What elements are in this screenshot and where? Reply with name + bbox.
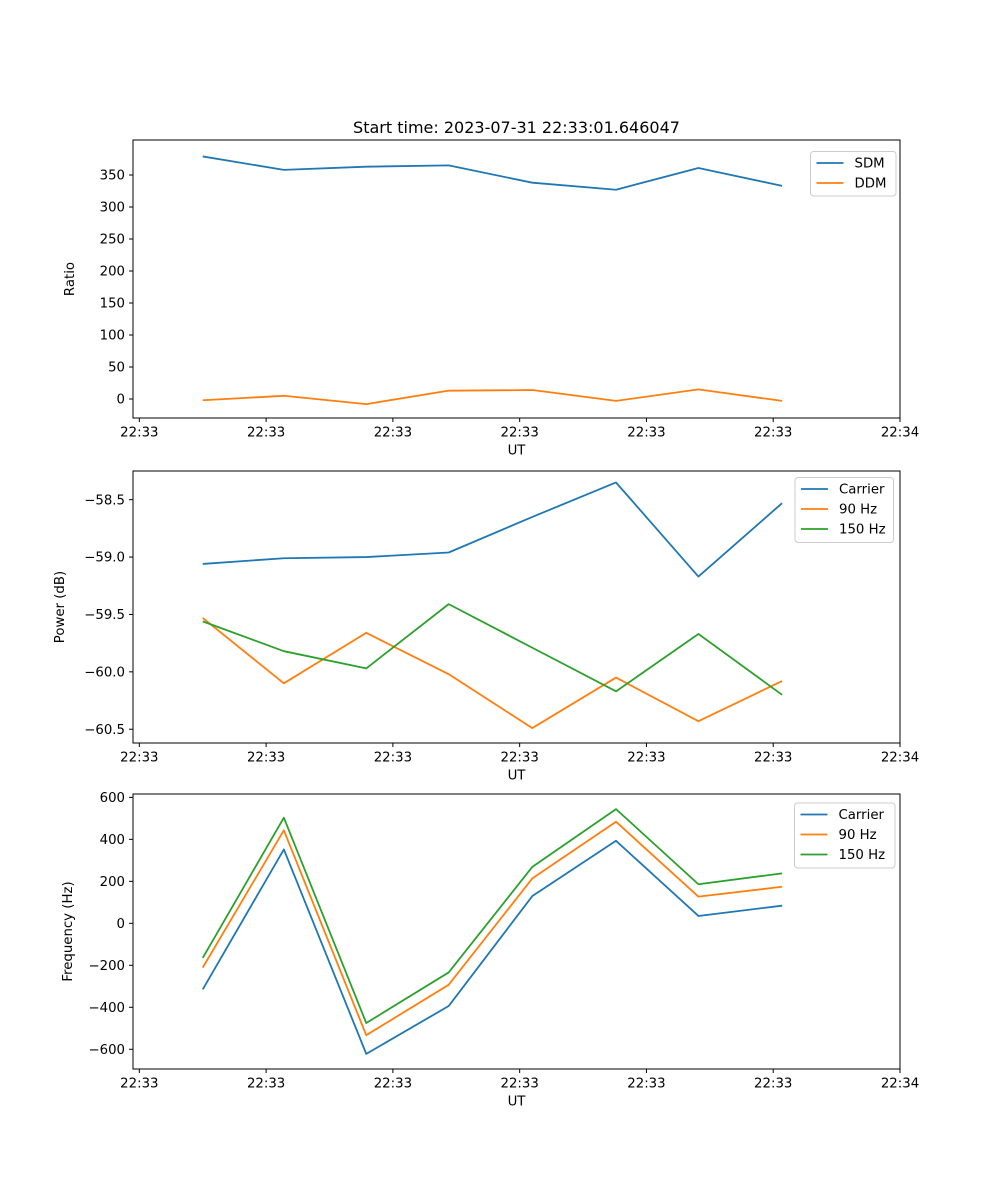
y-axis-tick-label: −58.5 <box>84 493 125 508</box>
x-axis-tick-label: 22:33 <box>374 426 412 441</box>
series-line-ddm <box>202 388 783 406</box>
y-axis-label: Ratio <box>63 262 78 296</box>
axes-border <box>132 793 901 1070</box>
legend-label-ddm: DDM <box>855 177 887 192</box>
x-axis-tick-label: 22:34 <box>881 751 919 766</box>
y-axis-tick-label: 50 <box>108 361 125 376</box>
y-axis-tick-label: 600 <box>100 791 125 806</box>
x-axis-tick-label: 22:33 <box>501 426 539 441</box>
series-line-carrier <box>201 839 783 1055</box>
power-chart: 22:33 22:33 22:33 22:33 22:33 22:33 22:34 −58.5… <box>53 470 919 784</box>
x-axis-tick-label: 22:33 <box>501 1077 539 1092</box>
y-axis-tick-label: −400 <box>88 1001 125 1016</box>
legend-label-carrier: Carrier <box>839 483 885 498</box>
series-line-90-hz <box>202 617 783 729</box>
chart-title: Start time: 2023-07-31 22:33:01.646047 <box>353 118 680 137</box>
x-axis-tick-label: 22:33 <box>247 426 285 441</box>
legend-label-sdm: SDM <box>855 157 885 172</box>
x-axis-tick-label: 22:33 <box>501 751 539 766</box>
y-axis-tick-label: 0 <box>117 917 125 932</box>
x-axis-tick-label: 22:33 <box>627 426 665 441</box>
legend-label-carrier: Carrier <box>839 808 885 823</box>
legend-label-90-hz: 90 Hz <box>839 828 877 843</box>
x-axis-tick-label: 22:33 <box>120 1077 158 1092</box>
frequency-chart: 22:33 22:33 22:33 22:33 22:33 22:33 22:34 600 40… <box>61 791 919 1110</box>
legend-box <box>794 477 894 543</box>
y-axis-tick-label: −600 <box>88 1043 125 1058</box>
legend-label-150-hz: 150 Hz <box>839 523 886 538</box>
y-axis-tick-label: 250 <box>100 233 125 248</box>
y-axis-label: Power (dB) <box>53 571 68 643</box>
axes-border <box>132 470 901 744</box>
x-axis-tick-label: 22:33 <box>754 1077 792 1092</box>
x-axis-tick-label: 22:33 <box>627 751 665 766</box>
x-axis-tick-label: 22:34 <box>881 426 919 441</box>
x-axis-tick-label: 22:33 <box>754 426 792 441</box>
x-axis-tick-label: 22:33 <box>120 426 158 441</box>
y-axis-tick-label: 400 <box>100 833 125 848</box>
legend: Carrier 90 Hz 150 Hz <box>794 802 896 869</box>
legend-label-90-hz: 90 Hz <box>839 503 877 518</box>
x-axis-tick-label: 22:34 <box>881 1077 919 1092</box>
series-line-150-hz <box>202 603 783 696</box>
series-line-90-hz <box>201 820 783 1037</box>
x-axis-tick-label: 22:33 <box>374 1077 412 1092</box>
y-axis-tick-label: 300 <box>100 201 125 216</box>
legend: SDM DDM <box>810 151 897 197</box>
y-axis-tick-label: 0 <box>117 393 125 408</box>
series-line-150-hz <box>201 808 783 1024</box>
y-axis-tick-label: −60.5 <box>84 723 125 738</box>
legend: Carrier 90 Hz 150 Hz <box>794 477 894 543</box>
y-axis-tick-label: 200 <box>100 875 125 890</box>
x-axis-tick-label: 22:33 <box>247 1077 285 1092</box>
y-axis-tick-label: −60.0 <box>84 665 125 680</box>
y-axis-tick-label: 350 <box>100 169 125 184</box>
x-axis-tick-label: 22:33 <box>247 751 285 766</box>
series-line-carrier <box>202 481 783 578</box>
y-axis-tick-label: −200 <box>88 959 125 974</box>
axes-border <box>132 139 901 419</box>
x-axis-tick-label: 22:33 <box>374 751 412 766</box>
y-axis-label: Frequency (Hz) <box>61 881 76 981</box>
x-axis-tick-label: 22:33 <box>627 1077 665 1092</box>
series-line-sdm <box>202 155 783 191</box>
y-axis-tick-label: 100 <box>100 329 125 344</box>
y-axis-tick-label: 150 <box>100 297 125 312</box>
x-axis-label: UT <box>508 1095 527 1110</box>
x-axis-label: UT <box>508 444 527 459</box>
legend-box <box>794 802 896 869</box>
x-axis-label: UT <box>508 769 527 784</box>
y-axis-tick-label: −59.0 <box>84 551 125 566</box>
x-axis-tick-label: 22:33 <box>120 751 158 766</box>
legend-label-150-hz: 150 Hz <box>839 848 886 863</box>
y-axis-tick-label: 200 <box>100 265 125 280</box>
y-axis-tick-label: −59.5 <box>84 608 125 623</box>
ratio-chart: Start time: 2023-07-31 22:33:01.646047 22… <box>63 118 919 459</box>
x-axis-tick-label: 22:33 <box>754 751 792 766</box>
